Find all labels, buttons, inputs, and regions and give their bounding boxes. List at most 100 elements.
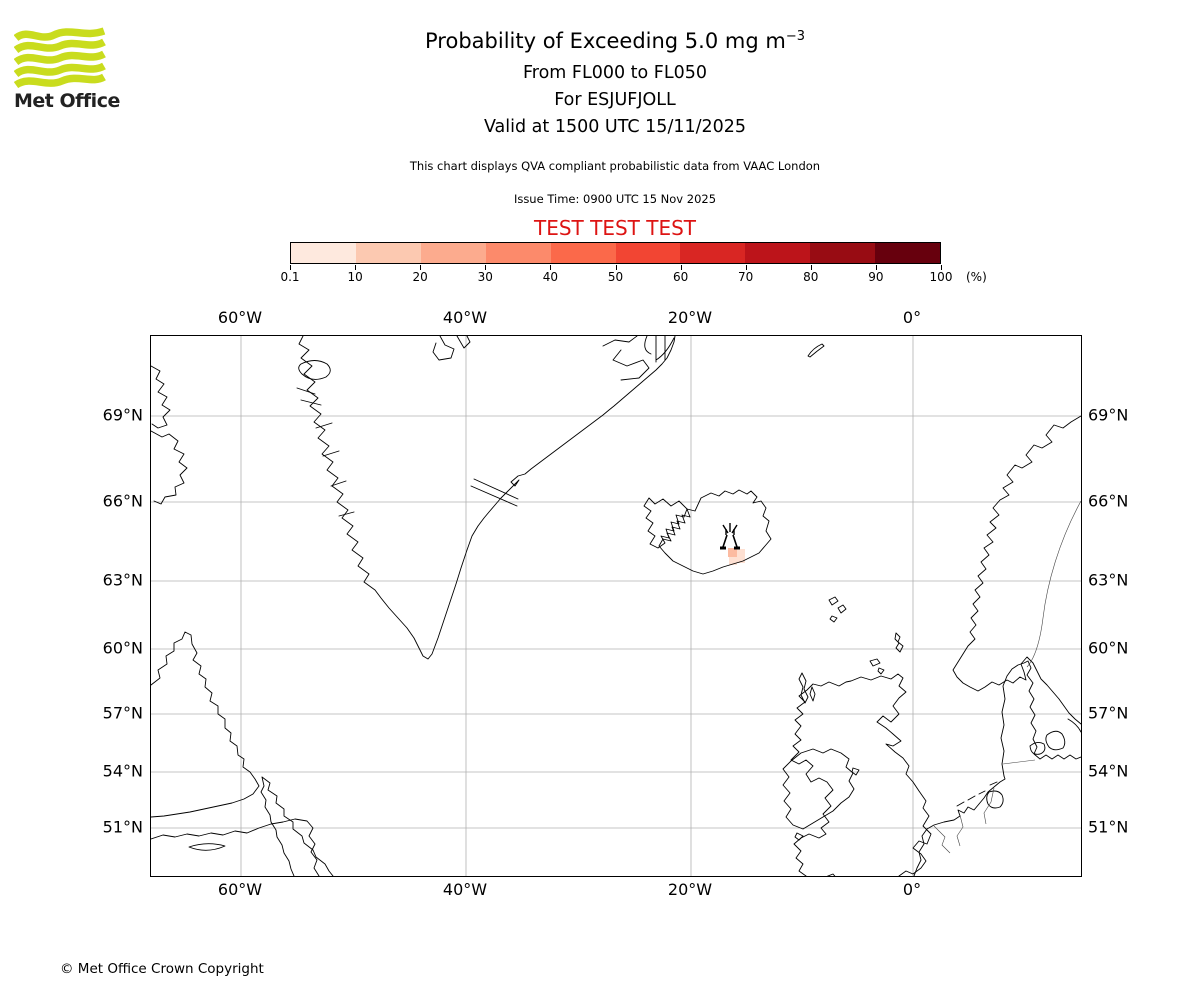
coast-funen — [1029, 741, 1046, 755]
coast-greenland-fjords-west — [315, 422, 355, 517]
lon-label-bottom: 20°W — [667, 880, 713, 899]
subtitle-flight-levels: From FL000 to FL050 — [522, 63, 708, 83]
coast-scoresby-sund — [602, 336, 675, 381]
lat-label-right: 51°N — [1088, 817, 1129, 837]
page-title-text: Probability of Exceeding 5.0 mg m — [425, 29, 786, 53]
lat-label-right: 60°N — [1088, 638, 1129, 658]
colorbar-tick-label: 80 — [803, 270, 819, 284]
coast-jutland — [1000, 660, 1081, 777]
probability-cell — [737, 549, 745, 563]
coast-greenland-fjord-east — [470, 478, 519, 507]
lat-label-right: 57°N — [1088, 703, 1129, 723]
coast-iceland-westfjords — [643, 497, 688, 549]
lat-label-right: 63°N — [1088, 570, 1129, 590]
colorbar-tick-label: 40 — [542, 270, 559, 284]
issue-time: Issue Time: 0900 UTC 15 Nov 2025 — [513, 192, 717, 206]
subtitle-valid-time: Valid at 1500 UTC 15/11/2025 — [483, 117, 747, 137]
coast-baffin — [151, 365, 188, 505]
border-denmark-germany — [1002, 759, 1036, 765]
colorbar-tick-label: 90 — [868, 270, 884, 284]
coast-continent — [913, 775, 1006, 876]
probability-shading — [728, 548, 745, 565]
colorbar-tick-mark — [550, 265, 552, 270]
lon-label-bottom: 60°W — [217, 880, 263, 899]
colorbar-segment — [745, 243, 811, 263]
colorbar-tick-label: 20 — [412, 270, 428, 284]
coast-quebec-shore — [151, 818, 320, 876]
colorbar-segment — [810, 243, 876, 263]
logo-text: Met Office — [14, 90, 120, 112]
lat-label-left: 51°N — [102, 817, 143, 837]
colorbar-tick-mark — [810, 265, 812, 270]
colorbar-tick-label: 70 — [738, 270, 754, 284]
colorbar-tick-mark — [420, 265, 422, 270]
volcano-marker — [720, 523, 740, 550]
colorbar-tick-mark — [290, 265, 291, 270]
map-svg — [151, 336, 1081, 876]
lon-label-top: 40°W — [442, 308, 488, 327]
lat-label-right: 66°N — [1088, 491, 1129, 511]
coast-faroes — [828, 596, 847, 623]
colorbar-unit-label: (%) — [966, 270, 987, 284]
coast-anticosti — [188, 843, 226, 851]
lat-label-left: 57°N — [102, 703, 143, 723]
coast-orkney — [869, 658, 885, 675]
coast-great-britain — [790, 673, 932, 876]
test-banner: TEST TEST TEST — [533, 216, 696, 240]
coastlines — [151, 336, 1081, 876]
subtitle-volcano: For ESJUFJOLL — [554, 90, 676, 110]
colorbar — [290, 242, 941, 264]
lon-label-top: 0° — [902, 308, 922, 327]
colorbar-segment — [615, 243, 681, 263]
coast-wadden-islands — [956, 781, 998, 807]
colorbar-segment — [291, 243, 356, 263]
coast-ijsselmeer — [986, 790, 1004, 809]
page-title: Probability of Exceeding 5.0 mg m−3 — [150, 29, 1080, 53]
lat-label-left: 60°N — [102, 638, 143, 658]
colorbar-segment — [355, 243, 421, 263]
copyright-text: © Met Office Crown Copyright — [60, 961, 264, 977]
coast-isle-of-man — [851, 767, 860, 776]
lat-label-right: 54°N — [1088, 761, 1129, 781]
colorbar-tick-label: 100 — [929, 270, 953, 284]
colorbar-tick-mark — [680, 265, 682, 270]
graticule-grid — [151, 336, 1081, 876]
probability-cell — [729, 557, 737, 565]
page-title-exponent: −3 — [785, 29, 805, 44]
lat-label-left: 66°N — [102, 491, 143, 511]
colorbar-segment — [485, 243, 551, 263]
coast-iceland — [658, 489, 772, 575]
coast-anglesey — [794, 832, 804, 841]
lon-label-bottom: 40°W — [442, 880, 488, 899]
colorbar-tick-mark — [875, 265, 877, 270]
colorbar-segment — [680, 243, 746, 263]
met-office-waves-icon — [14, 27, 106, 88]
coast-labrador — [151, 631, 260, 818]
lon-label-top: 60°W — [217, 308, 263, 327]
map-canvas — [150, 335, 1082, 877]
met-office-logo: Met Office — [14, 26, 134, 112]
coast-ireland — [782, 748, 855, 830]
coast-zealand — [1045, 730, 1066, 751]
coast-greenland — [298, 336, 676, 660]
national-borders — [933, 500, 1081, 854]
colorbar-tick-label: 60 — [672, 270, 689, 284]
colorbar-tick-mark — [745, 265, 747, 270]
coast-hebrides — [798, 672, 816, 704]
lat-label-left: 69°N — [102, 405, 143, 425]
colorbar-segment — [550, 243, 616, 263]
border-benelux — [933, 787, 995, 854]
colorbar-tick-mark — [615, 265, 617, 270]
coast-newfoundland — [260, 776, 334, 876]
coast-sweden-south — [1067, 718, 1081, 733]
colorbar-tick-label: 0.1 — [280, 270, 300, 284]
colorbar-tick-label: 30 — [477, 270, 493, 284]
lon-label-bottom: 0° — [902, 880, 922, 899]
coast-jan-mayen — [807, 343, 825, 358]
colorbar-segment — [875, 243, 941, 263]
lat-label-right: 69°N — [1088, 405, 1129, 425]
colorbar-tick-label: 50 — [607, 270, 624, 284]
colorbar-tick-mark — [485, 265, 487, 270]
colorbar-tick-mark — [355, 265, 357, 270]
